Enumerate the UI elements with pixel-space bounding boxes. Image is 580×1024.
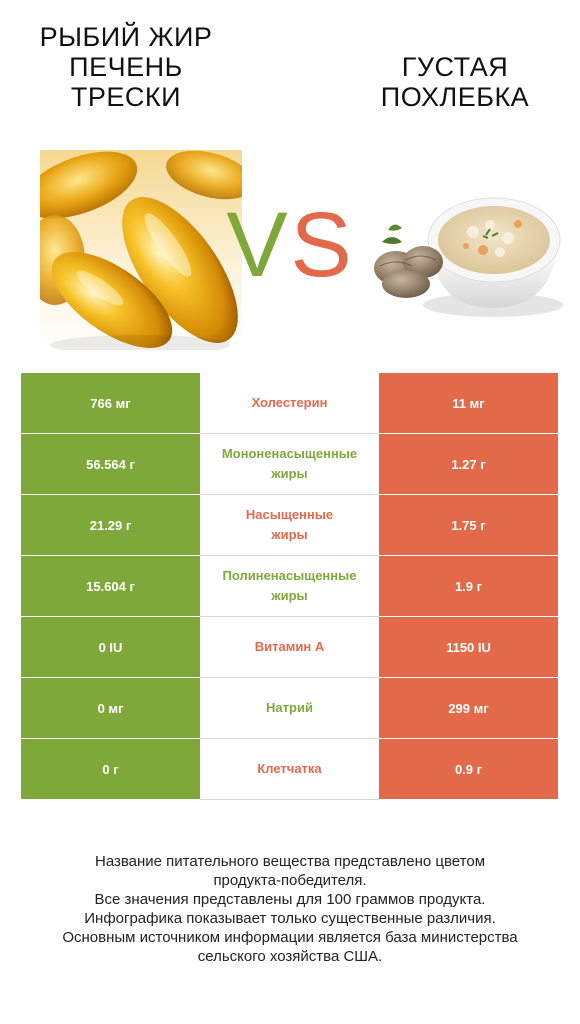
- left-product-title: РЫБИЙ ЖИР ПЕЧЕНЬ ТРЕСКИ: [0, 22, 252, 112]
- left-title-line: ПЕЧЕНЬ: [69, 52, 183, 82]
- right-value: 1.75 г: [379, 494, 558, 556]
- nutrient-label: Натрий: [200, 677, 379, 739]
- right-value: 1150 IU: [379, 616, 558, 678]
- left-value: 15.604 г: [21, 555, 200, 617]
- nutrient-label-line: Натрий: [266, 700, 313, 715]
- comparison-row: 56.564 г Мононенасыщенные жиры 1.27 г: [21, 433, 558, 495]
- right-value: 11 мг: [379, 373, 558, 434]
- comparison-row: 0 г Клетчатка 0.9 г: [21, 738, 558, 800]
- footer-line: Все значения представлены для 100 граммо…: [94, 891, 486, 908]
- comparison-row: 15.604 г Полиненасыщенные жиры 1.9 г: [21, 555, 558, 617]
- left-value: 0 мг: [21, 677, 200, 739]
- nutrient-label-line: Витамин А: [254, 639, 325, 654]
- footer-line: Название питательного вещества представл…: [94, 853, 486, 870]
- footer-line: сельского хозяйства США.: [197, 948, 383, 965]
- right-title-line: ГУСТАЯ: [401, 52, 509, 82]
- nutrient-label: Насыщенные жиры: [200, 494, 379, 556]
- right-value: 1.27 г: [379, 433, 558, 495]
- comparison-row: 0 мг Натрий 299 мг: [21, 677, 558, 739]
- right-value: 1.9 г: [379, 555, 558, 617]
- footer-note: Название питательного вещества представл…: [15, 852, 565, 966]
- nutrient-label-line: жиры: [271, 466, 308, 481]
- footer-line: Инфографика показывает только существенн…: [84, 910, 496, 927]
- nutrient-label: Холестерин: [200, 373, 379, 434]
- nutrient-label-line: жиры: [271, 527, 308, 542]
- vs-s-letter: S: [290, 198, 351, 288]
- left-title-line: ТРЕСКИ: [70, 82, 182, 112]
- left-value: 0 IU: [21, 616, 200, 678]
- nutrient-label: Полиненасыщенные жиры: [200, 555, 379, 617]
- nutrient-label-line: Клетчатка: [257, 761, 322, 776]
- comparison-table: 766 мг Холестерин 11 мг 56.564 г Мононенасыщ…: [21, 373, 558, 800]
- left-value: 56.564 г: [21, 433, 200, 495]
- footer-line: продукта-победителя.: [213, 872, 367, 889]
- right-product-title: ГУСТАЯ ПОХЛЕБКА: [330, 52, 580, 112]
- footer-line: Основным источником информации является …: [62, 929, 518, 946]
- nutrient-label: Мононенасыщенные жиры: [200, 433, 379, 495]
- nutrient-label-line: Полиненасыщенные: [222, 568, 357, 583]
- comparison-row: 0 IU Витамин А 1150 IU: [21, 616, 558, 678]
- comparison-row: 21.29 г Насыщенные жиры 1.75 г: [21, 494, 558, 556]
- nutrient-label: Витамин А: [200, 616, 379, 678]
- nutrient-label-line: Мононенасыщенные: [221, 446, 358, 461]
- nutrient-label: Клетчатка: [200, 738, 379, 800]
- left-value: 21.29 г: [21, 494, 200, 556]
- nutrient-label-line: жиры: [271, 588, 308, 603]
- fish-oil-capsules-image: [40, 150, 242, 350]
- right-value: 299 мг: [379, 677, 558, 739]
- comparison-row: 766 мг Холестерин 11 мг: [21, 373, 558, 434]
- left-value: 0 г: [21, 738, 200, 800]
- right-title-line: ПОХЛЕБКА: [380, 82, 530, 112]
- chowder-bowl-image: [368, 180, 568, 330]
- nutrient-label-line: Холестерин: [251, 395, 328, 410]
- vs-v-letter: V: [226, 198, 287, 288]
- left-title-line: РЫБИЙ ЖИР: [39, 22, 213, 52]
- left-value: 766 мг: [21, 373, 200, 434]
- vs-label: V S: [226, 198, 351, 288]
- right-value: 0.9 г: [379, 738, 558, 800]
- nutrient-label-line: Насыщенные: [245, 507, 334, 522]
